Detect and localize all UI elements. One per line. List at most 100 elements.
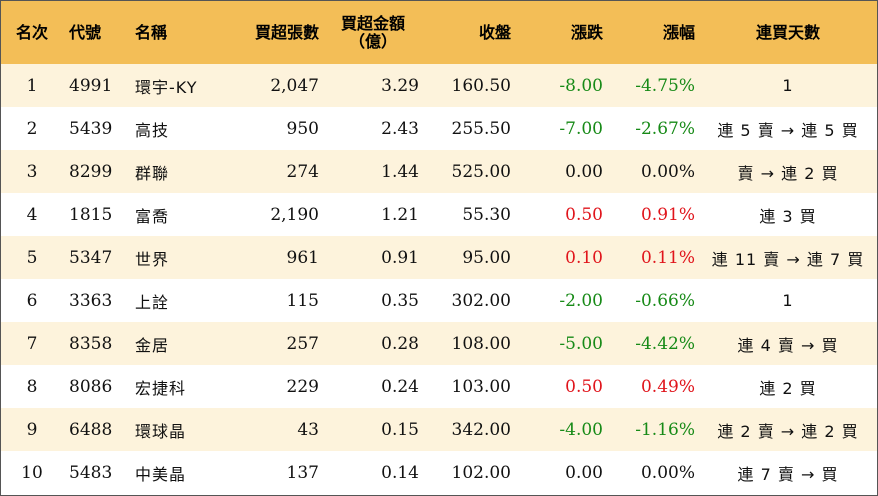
cell-change: 0.10 bbox=[565, 247, 603, 268]
cell-change: -4.00 bbox=[559, 419, 603, 440]
cell-close: 342.00 bbox=[451, 419, 511, 440]
table-row: 6 3363 上詮 115 0.35 302.00 -2.00 -0.66% 1 bbox=[1, 279, 877, 322]
table-row: 7 8358 金居 257 0.28 108.00 -5.00 -4.42% 連 4 賣 → 買 bbox=[1, 322, 877, 365]
cell-code: 1815 bbox=[69, 204, 113, 225]
cell-net-buy-lots: 115 bbox=[286, 290, 319, 311]
cell-stock-name: 上詮 bbox=[135, 292, 170, 312]
cell-change: 0.00 bbox=[565, 161, 603, 182]
cell-code: 8299 bbox=[69, 161, 113, 182]
table-row: 4 1815 富喬 2,190 1.21 55.30 0.50 0.91% 連 3 買 bbox=[1, 193, 877, 236]
cell-close: 103.00 bbox=[451, 376, 511, 397]
table-body: 1 4991 環宇-KY 2,047 3.29 160.50 -8.00 -4.75% 1 2 54… bbox=[1, 64, 877, 494]
cell-change: 0.00 bbox=[565, 462, 603, 483]
cell-rank: 5 bbox=[26, 247, 38, 268]
cell-close: 160.50 bbox=[451, 75, 511, 96]
cell-rank: 7 bbox=[26, 333, 38, 354]
cell-change-pct: -4.42% bbox=[635, 333, 695, 354]
cell-consecutive-days: 1 bbox=[782, 291, 794, 310]
header-consecutive-days: 連買天數 bbox=[755, 22, 820, 42]
cell-change: 0.50 bbox=[565, 376, 603, 397]
cell-change-pct: 0.11% bbox=[640, 247, 695, 268]
cell-close: 255.50 bbox=[451, 118, 511, 139]
cell-net-buy-lots: 137 bbox=[286, 462, 319, 483]
cell-stock-name: 高技 bbox=[135, 120, 170, 140]
cell-net-buy-lots: 2,190 bbox=[270, 204, 319, 225]
cell-change-pct: -4.75% bbox=[635, 75, 695, 96]
cell-code: 3363 bbox=[69, 290, 113, 311]
cell-stock-name: 中美晶 bbox=[135, 464, 187, 484]
cell-net-buy-amount: 0.24 bbox=[381, 376, 419, 397]
cell-code: 5439 bbox=[69, 118, 113, 139]
cell-net-buy-amount: 1.21 bbox=[381, 204, 419, 225]
cell-stock-name: 世界 bbox=[135, 249, 170, 269]
cell-change: 0.50 bbox=[565, 204, 603, 225]
cell-net-buy-lots: 2,047 bbox=[270, 75, 319, 96]
cell-net-buy-amount: 0.15 bbox=[381, 419, 419, 440]
table-header-row: 名次 代號 名稱 買超張數 買超金額 （億） 收盤 漲跌 漲幅 連買天數 bbox=[1, 1, 877, 64]
cell-close: 95.00 bbox=[462, 247, 511, 268]
cell-change-pct: -1.16% bbox=[635, 419, 695, 440]
table-row: 9 6488 環球晶 43 0.15 342.00 -4.00 -1.16% 連 2 賣 → 連… bbox=[1, 408, 877, 451]
header-net-buy-amount-line1: 買超金額 bbox=[340, 13, 405, 33]
cell-net-buy-lots: 274 bbox=[286, 161, 319, 182]
cell-net-buy-lots: 257 bbox=[286, 333, 319, 354]
cell-rank: 1 bbox=[26, 75, 38, 96]
cell-rank: 4 bbox=[26, 204, 38, 225]
cell-change-pct: 0.00% bbox=[640, 462, 695, 483]
cell-net-buy-lots: 229 bbox=[286, 376, 319, 397]
cell-consecutive-days: 連 4 賣 → 買 bbox=[737, 335, 839, 355]
header-name: 名稱 bbox=[135, 22, 168, 42]
table-row: 5 5347 世界 961 0.91 95.00 0.10 0.11% 連 11 賣 → 連 7… bbox=[1, 236, 877, 279]
cell-rank: 6 bbox=[26, 290, 38, 311]
cell-consecutive-days: 連 7 賣 → 買 bbox=[737, 464, 839, 484]
header-net-buy-amount-line2: （億） bbox=[348, 31, 397, 51]
cell-code: 5483 bbox=[69, 462, 113, 483]
cell-net-buy-amount: 0.14 bbox=[381, 462, 419, 483]
cell-consecutive-days: 連 3 買 bbox=[759, 206, 817, 226]
cell-net-buy-amount: 0.35 bbox=[381, 290, 419, 311]
cell-close: 55.30 bbox=[462, 204, 511, 225]
cell-change-pct: 0.91% bbox=[640, 204, 695, 225]
header-code: 代號 bbox=[69, 22, 102, 42]
cell-change-pct: -0.66% bbox=[635, 290, 695, 311]
table-row: 3 8299 群聯 274 1.44 525.00 0.00 0.00% 賣 → 連 2 買 bbox=[1, 150, 877, 193]
cell-stock-name: 金居 bbox=[135, 335, 170, 355]
cell-stock-name: 富喬 bbox=[135, 206, 170, 226]
cell-net-buy-amount: 2.43 bbox=[381, 118, 419, 139]
cell-code: 5347 bbox=[69, 247, 113, 268]
cell-net-buy-amount: 0.28 bbox=[381, 333, 419, 354]
cell-close: 302.00 bbox=[451, 290, 511, 311]
cell-code: 4991 bbox=[69, 75, 113, 96]
header-net-buy-lots: 買超張數 bbox=[254, 22, 319, 42]
cell-change-pct: 0.49% bbox=[640, 376, 695, 397]
cell-rank: 9 bbox=[26, 419, 38, 440]
cell-consecutive-days: 連 11 賣 → 連 7 買 bbox=[711, 249, 865, 269]
cell-rank: 8 bbox=[26, 376, 38, 397]
cell-consecutive-days: 連 2 賣 → 連 2 買 bbox=[717, 421, 859, 441]
cell-net-buy-lots: 950 bbox=[286, 118, 319, 139]
cell-net-buy-lots: 43 bbox=[297, 419, 319, 440]
cell-net-buy-amount: 3.29 bbox=[381, 75, 419, 96]
table-row: 1 4991 環宇-KY 2,047 3.29 160.50 -8.00 -4.75% 1 bbox=[1, 64, 877, 107]
cell-change-pct: -2.67% bbox=[635, 118, 695, 139]
header-net-buy-amount: 買超金額 （億） bbox=[323, 1, 423, 64]
cell-code: 8358 bbox=[69, 333, 113, 354]
table-row: 2 5439 高技 950 2.43 255.50 -7.00 -2.67% 連 5 賣 → 連… bbox=[1, 107, 877, 150]
cell-stock-name: 環宇-KY bbox=[135, 77, 198, 97]
table-row: 10 5483 中美晶 137 0.14 102.00 0.00 0.00% 連 7 賣 → 買 bbox=[1, 451, 877, 494]
cell-stock-name: 宏捷科 bbox=[135, 378, 187, 398]
header-change: 漲跌 bbox=[570, 22, 603, 42]
header-close: 收盤 bbox=[478, 22, 511, 42]
cell-net-buy-lots: 961 bbox=[286, 247, 319, 268]
cell-change: -8.00 bbox=[559, 75, 603, 96]
cell-change: -2.00 bbox=[559, 290, 603, 311]
cell-code: 8086 bbox=[69, 376, 113, 397]
cell-net-buy-amount: 0.91 bbox=[381, 247, 419, 268]
header-rank: 名次 bbox=[15, 22, 48, 42]
cell-rank: 3 bbox=[26, 161, 38, 182]
cell-consecutive-days: 連 2 買 bbox=[759, 378, 817, 398]
cell-stock-name: 群聯 bbox=[135, 163, 170, 183]
cell-net-buy-amount: 1.44 bbox=[381, 161, 419, 182]
